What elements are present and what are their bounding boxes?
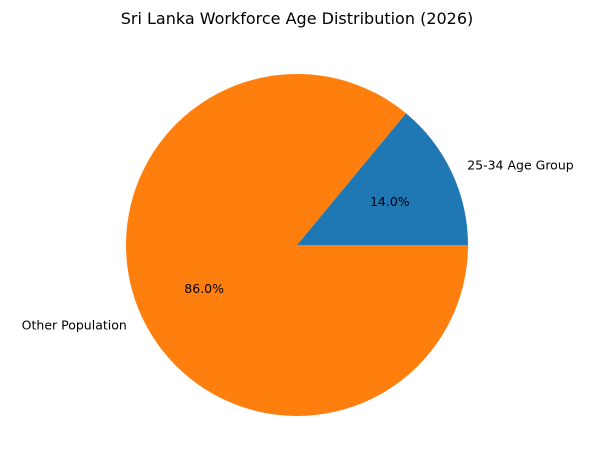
slice-percent-0: 14.0% xyxy=(370,194,410,209)
pie-slice-1 xyxy=(126,73,469,416)
pie-slices xyxy=(126,73,469,416)
slice-label-0: 25-34 Age Group xyxy=(467,157,574,172)
chart-title: Sri Lanka Workforce Age Distribution (20… xyxy=(121,9,474,28)
pie-slice-0 xyxy=(297,113,468,246)
slice-percent-1: 86.0% xyxy=(184,281,224,296)
pie-labels: 25-34 Age Group 14.0% Other Population 86.0… xyxy=(22,157,574,332)
slice-label-1: Other Population xyxy=(22,318,127,333)
